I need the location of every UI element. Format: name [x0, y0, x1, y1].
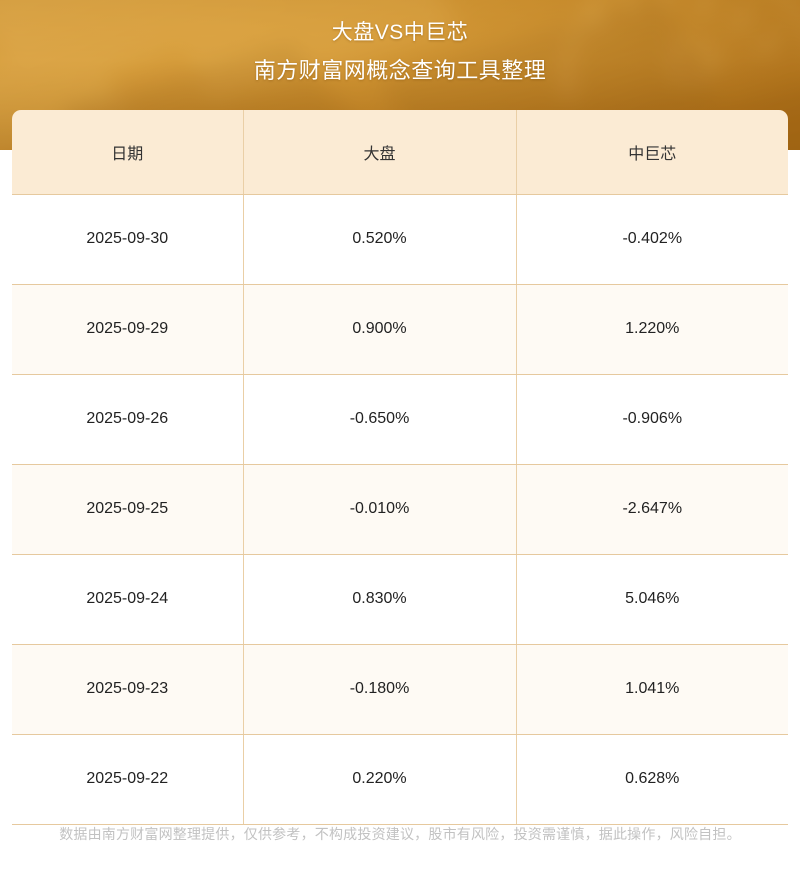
table-row: 2025-09-23 -0.180% 1.041% [12, 644, 788, 735]
cell-date: 2025-09-30 [12, 194, 244, 285]
table-body: 2025-09-30 0.520% -0.402% 2025-09-29 0.9… [12, 194, 788, 825]
cell-market: 0.830% [243, 554, 517, 645]
table-header: 日期 大盘 中巨芯 [12, 110, 788, 195]
cell-date: 2025-09-24 [12, 554, 244, 645]
table-row: 2025-09-29 0.900% 1.220% [12, 284, 788, 375]
cell-stock: 0.628% [516, 734, 788, 825]
cell-stock: -0.906% [516, 374, 788, 465]
cell-market: 0.220% [243, 734, 517, 825]
cell-date: 2025-09-29 [12, 284, 244, 375]
table-row: 2025-09-24 0.830% 5.046% [12, 554, 788, 645]
table-row: 2025-09-22 0.220% 0.628% [12, 734, 788, 825]
page-subtitle: 南方财富网概念查询工具整理 [253, 58, 547, 84]
cell-market: -0.180% [243, 644, 517, 735]
cell-date: 2025-09-25 [12, 464, 244, 555]
comparison-table: 日期 大盘 中巨芯 2025-09-30 0.520% -0.402% 2025… [12, 110, 788, 825]
table-header-row: 日期 大盘 中巨芯 [12, 110, 788, 195]
cell-date: 2025-09-23 [12, 644, 244, 735]
table-row: 2025-09-25 -0.010% -2.647% [12, 464, 788, 555]
cell-market: -0.010% [243, 464, 517, 555]
banner-title-block: 大盘VS中巨芯 南方财富网概念查询工具整理 [0, 21, 800, 84]
cell-stock: -0.402% [516, 194, 788, 285]
cell-date: 2025-09-22 [12, 734, 244, 825]
cell-stock: -2.647% [516, 464, 788, 555]
column-header-stock: 中巨芯 [516, 110, 788, 195]
cell-market: 0.520% [243, 194, 517, 285]
table-row: 2025-09-26 -0.650% -0.906% [12, 374, 788, 465]
column-header-market: 大盘 [243, 110, 517, 195]
page-title: 大盘VS中巨芯 [331, 21, 469, 44]
cell-market: 0.900% [243, 284, 517, 375]
column-header-date: 日期 [12, 110, 244, 195]
footer-disclaimer: 数据由南方财富网整理提供，仅供参考，不构成投资建议，股市有风险，投资需谨慎，据此… [59, 826, 741, 842]
cell-stock: 1.041% [516, 644, 788, 735]
data-table-card: 日期 大盘 中巨芯 2025-09-30 0.520% -0.402% 2025… [12, 110, 788, 825]
cell-stock: 1.220% [516, 284, 788, 375]
cell-market: -0.650% [243, 374, 517, 465]
table-row: 2025-09-30 0.520% -0.402% [12, 194, 788, 285]
cell-date: 2025-09-26 [12, 374, 244, 465]
cell-stock: 5.046% [516, 554, 788, 645]
